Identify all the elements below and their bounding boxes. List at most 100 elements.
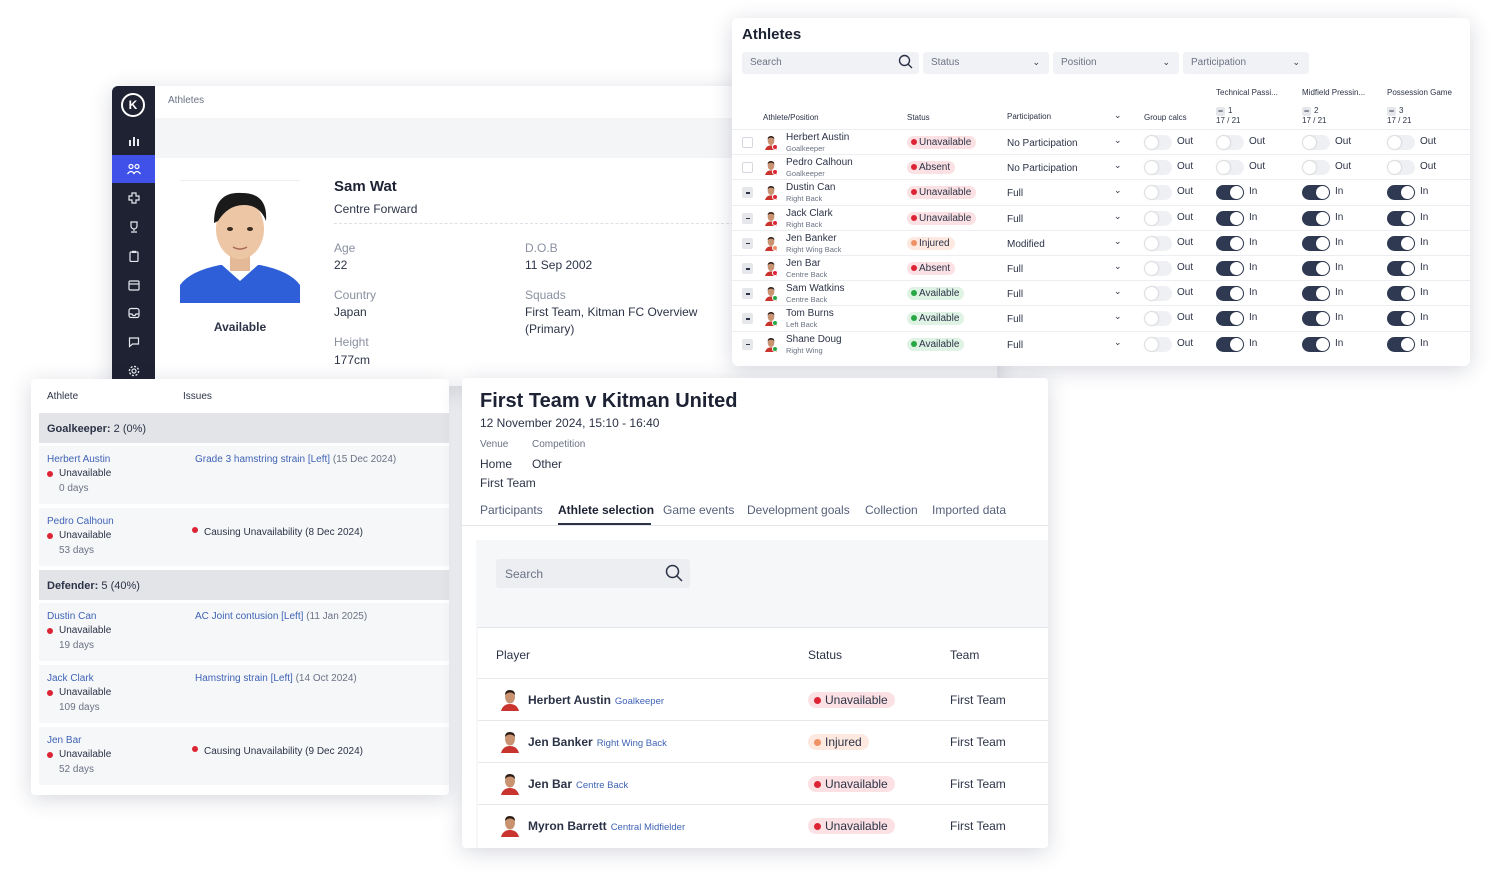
group-1-toggle[interactable] xyxy=(1216,235,1244,251)
group-3-toggle[interactable] xyxy=(1387,135,1415,150)
tab-athlete-selection[interactable]: Athlete selection xyxy=(558,503,655,517)
collapse-icon[interactable]: − xyxy=(1387,106,1396,116)
participation-filter[interactable]: Participation ⌄ xyxy=(1183,52,1309,74)
tab-imported-data[interactable]: Imported data xyxy=(932,503,1007,517)
status-filter[interactable]: Status ⌄ xyxy=(923,52,1049,74)
section-goalkeeper[interactable]: Goalkeeper: 2 (0%) xyxy=(39,413,449,443)
participation-select[interactable]: No Participation xyxy=(1007,163,1078,175)
group-calcs-toggle[interactable] xyxy=(1144,185,1172,201)
athlete-name[interactable]: Sam Watkins xyxy=(786,283,845,295)
group-2-toggle[interactable] xyxy=(1302,185,1330,201)
table-row[interactable]: Jack Clark Right Back Unavailable Full ⌄ Out I… xyxy=(732,204,1470,230)
group-3-toggle[interactable] xyxy=(1387,311,1415,327)
tab-participants[interactable]: Participants xyxy=(480,503,543,517)
player-name-text[interactable]: Herbert Austin xyxy=(528,693,611,707)
athlete-name[interactable]: Jen Banker xyxy=(786,232,837,244)
chevron-down-icon[interactable]: ⌄ xyxy=(1114,336,1122,347)
group-calcs-toggle[interactable] xyxy=(1144,336,1172,352)
participation-select[interactable]: Full xyxy=(1007,339,1024,351)
table-row[interactable]: Sam Watkins Centre Back Available Full ⌄ Out I… xyxy=(732,280,1470,305)
chevron-down-icon[interactable]: ⌄ xyxy=(1114,261,1122,271)
table-row[interactable]: Jen Bar Centre Back Absent Full ⌄ Out In In In xyxy=(732,255,1470,280)
athlete-link[interactable]: Dustin Can xyxy=(47,611,97,622)
group-calcs-toggle[interactable] xyxy=(1144,135,1172,150)
issue-title[interactable]: Grade 3 hamstring strain [Left] xyxy=(195,454,331,465)
search-input[interactable]: Search xyxy=(742,52,919,74)
group-calcs-toggle[interactable] xyxy=(1144,235,1172,251)
group-3-toggle[interactable] xyxy=(1387,160,1415,176)
group-1-toggle[interactable] xyxy=(1216,210,1244,226)
trophy-icon[interactable] xyxy=(112,213,155,241)
athlete-name[interactable]: Pedro Calhoun xyxy=(786,157,853,169)
table-row[interactable]: Pedro Calhoun Goalkeeper Absent No Particip… xyxy=(732,154,1470,179)
participation-select[interactable]: Full xyxy=(1007,289,1024,301)
participation-select[interactable]: Full xyxy=(1007,264,1024,275)
group-2-toggle[interactable] xyxy=(1302,210,1330,226)
player-name-text[interactable]: Jen Bar xyxy=(528,777,573,791)
group-1-toggle[interactable] xyxy=(1216,160,1244,176)
player-name-text[interactable]: Myron Barrett xyxy=(528,819,607,833)
chat-icon[interactable] xyxy=(112,328,155,356)
group-3-count[interactable]: −3 17 / 21 xyxy=(1387,106,1411,125)
group-2-toggle[interactable] xyxy=(1302,286,1330,302)
issue-title[interactable]: AC Joint contusion [Left] xyxy=(195,611,304,622)
table-row[interactable]: Tom Burns Left Back Available Full ⌄ Out In In I… xyxy=(732,305,1470,330)
medical-cross-icon[interactable] xyxy=(112,184,155,212)
table-row[interactable]: Herbert Austin Goalkeeper Unavailable First… xyxy=(478,678,1048,720)
issue-link[interactable]: AC Joint contusion [Left] (11 Jan 2025) xyxy=(195,611,367,622)
group-2-count[interactable]: −2 17 / 21 xyxy=(1302,106,1326,125)
participation-select[interactable]: Full xyxy=(1007,314,1024,326)
inbox-icon[interactable] xyxy=(112,299,155,327)
row-checkbox[interactable] xyxy=(742,313,753,325)
table-row[interactable]: Dustin Can Right Back Unavailable Full ⌄ Out I… xyxy=(732,179,1470,204)
chevron-down-icon[interactable]: ⌄ xyxy=(1114,160,1122,171)
group-1-toggle[interactable] xyxy=(1216,261,1244,276)
chevron-down-icon[interactable]: ⌄ xyxy=(1114,110,1122,120)
group-2-toggle[interactable] xyxy=(1302,235,1330,251)
athlete-link[interactable]: Pedro Calhoun xyxy=(47,516,114,527)
athlete-link[interactable]: Herbert Austin xyxy=(47,454,111,465)
breadcrumb[interactable]: Athletes xyxy=(168,95,205,106)
participation-select[interactable]: Full xyxy=(1007,213,1024,225)
group-2-toggle[interactable] xyxy=(1302,135,1330,150)
athlete-name[interactable]: Tom Burns xyxy=(786,308,834,320)
group-3-toggle[interactable] xyxy=(1387,235,1415,251)
kitman-logo[interactable]: K xyxy=(121,93,145,117)
table-row[interactable]: Myron Barrett Central Midfielder Unavailab… xyxy=(478,804,1048,846)
group-1-toggle[interactable] xyxy=(1216,336,1244,352)
tab-development-goals[interactable]: Development goals xyxy=(747,503,850,517)
col-participation[interactable]: Participation xyxy=(1007,112,1052,121)
table-row[interactable]: Shane Doug Right Wing Available Full ⌄ Out In I… xyxy=(732,330,1470,356)
row-checkbox[interactable] xyxy=(742,338,753,350)
row-checkbox[interactable] xyxy=(742,288,753,300)
athlete-name[interactable]: Herbert Austin xyxy=(786,132,850,143)
group-calcs-toggle[interactable] xyxy=(1144,160,1172,176)
group-1-count[interactable]: −1 17 / 21 xyxy=(1216,106,1240,125)
table-row[interactable]: Jen Banker Right Wing Back Injured Modified… xyxy=(732,229,1470,255)
row-checkbox[interactable] xyxy=(742,212,753,224)
athlete-link[interactable]: Jack Clark xyxy=(47,673,94,684)
row-checkbox[interactable] xyxy=(742,237,753,249)
chevron-down-icon[interactable]: ⌄ xyxy=(1114,311,1122,322)
group-1-toggle[interactable] xyxy=(1216,286,1244,302)
group-3-toggle[interactable] xyxy=(1387,261,1415,276)
tab-collection[interactable]: Collection xyxy=(865,503,918,517)
athlete-link[interactable]: Jen Bar xyxy=(47,735,82,746)
collapse-icon[interactable]: − xyxy=(1302,106,1311,116)
group-3-toggle[interactable] xyxy=(1387,286,1415,302)
group-3-toggle[interactable] xyxy=(1387,185,1415,201)
player-name-text[interactable]: Jen Banker xyxy=(528,735,593,749)
player-search-input[interactable]: Search xyxy=(496,559,690,588)
bar-chart-icon[interactable] xyxy=(112,127,155,155)
athlete-name[interactable]: Jen Bar xyxy=(786,258,821,269)
position-filter[interactable]: Position ⌄ xyxy=(1053,52,1179,74)
issue-link[interactable]: Hamstring strain [Left] (14 Oct 2024) xyxy=(195,673,357,684)
athlete-name[interactable]: Shane Doug xyxy=(786,333,842,345)
athlete-name[interactable]: Jack Clark xyxy=(786,207,833,219)
chevron-down-icon[interactable]: ⌄ xyxy=(1114,235,1122,246)
calendar-icon[interactable] xyxy=(112,271,155,299)
group-2-toggle[interactable] xyxy=(1302,160,1330,176)
athlete-name[interactable]: Dustin Can xyxy=(786,182,836,194)
group-1-toggle[interactable] xyxy=(1216,185,1244,201)
group-3-toggle[interactable] xyxy=(1387,210,1415,226)
